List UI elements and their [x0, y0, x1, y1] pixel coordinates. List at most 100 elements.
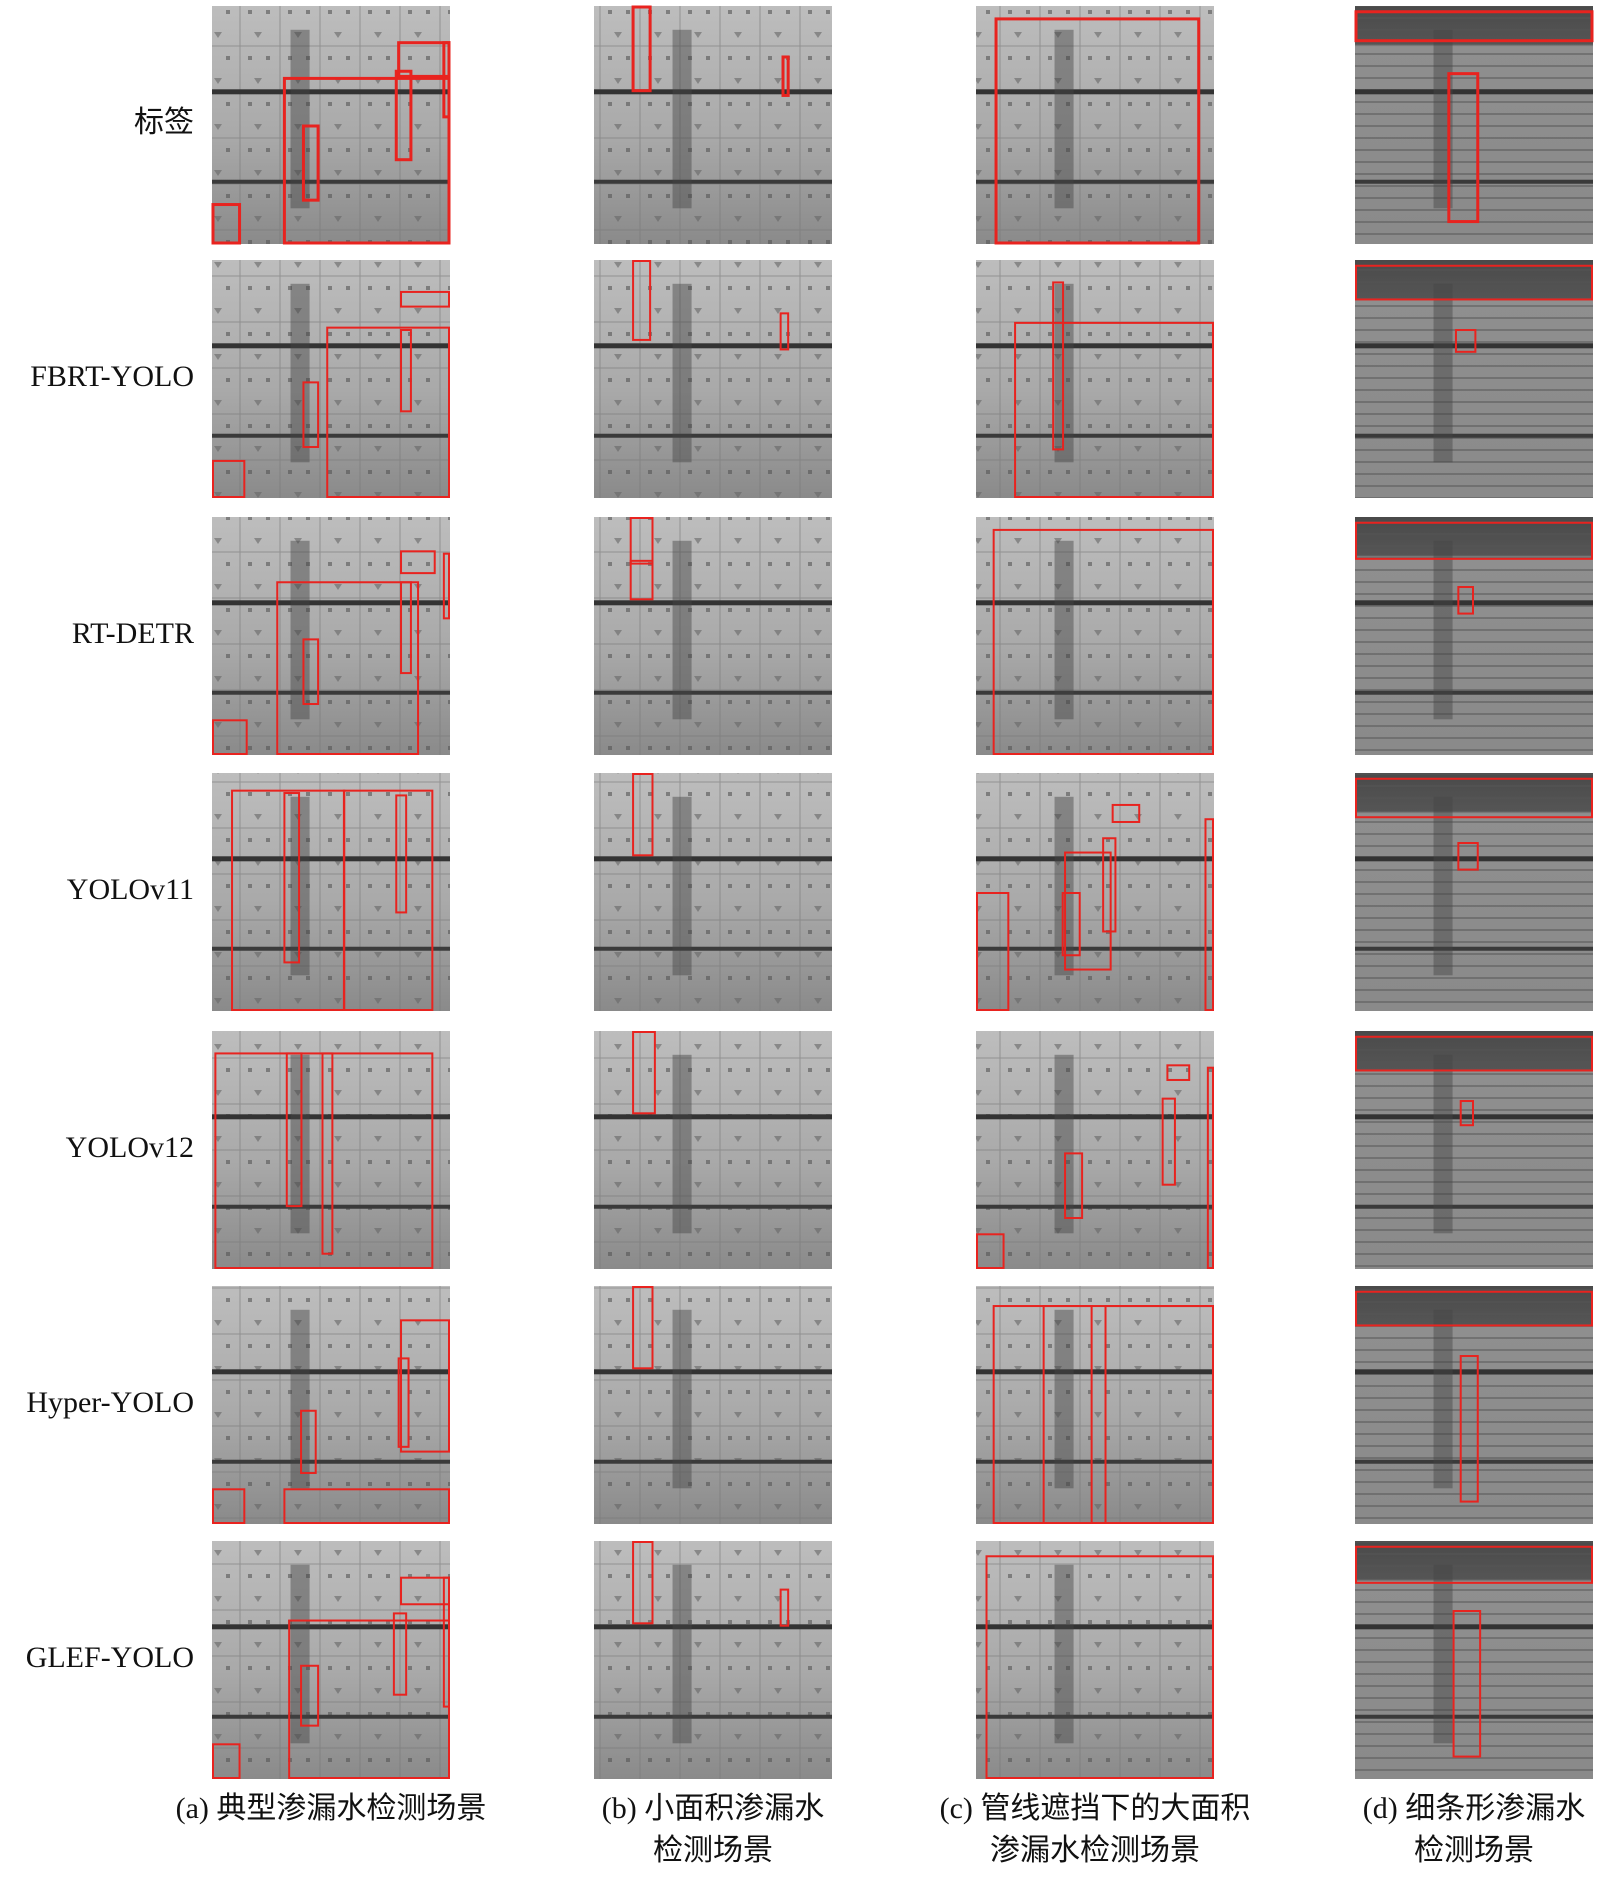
- bounding-box: [1052, 281, 1065, 451]
- bounding-box: [1354, 10, 1594, 43]
- pipe: [1355, 1624, 1593, 1630]
- image-texture: [594, 260, 832, 498]
- bounding-box: [395, 794, 408, 914]
- detection-image: [594, 260, 832, 498]
- bounding-box: [1064, 851, 1112, 971]
- bounding-box: [994, 17, 1201, 245]
- detection-image: [976, 1541, 1215, 1780]
- pipe: [594, 1369, 832, 1375]
- column-caption: (d) 细条形渗漏水: [1363, 1792, 1585, 1825]
- image-texture: [212, 1031, 450, 1269]
- detection-image: [1355, 260, 1593, 498]
- pipe: [212, 1714, 450, 1719]
- bounding-box: [629, 559, 654, 601]
- pipe: [1355, 946, 1593, 951]
- pipe: [976, 856, 1214, 862]
- detection-image: [212, 1286, 450, 1525]
- column-caption: 检测场景: [1414, 1834, 1534, 1867]
- pipe: [594, 1624, 832, 1630]
- bounding-box: [1355, 264, 1593, 301]
- bounding-box: [282, 76, 451, 245]
- row-label: YOLOv12: [66, 1131, 194, 1164]
- bounding-box: [321, 1052, 334, 1255]
- bounding-box: [212, 1488, 246, 1525]
- pipe: [976, 600, 1214, 606]
- leak-stain: [290, 796, 310, 976]
- detection-image: [1354, 6, 1594, 244]
- image-texture: [976, 6, 1214, 244]
- image-texture: [212, 773, 450, 1011]
- pipe: [976, 89, 1214, 95]
- image-texture: [1355, 6, 1593, 244]
- bounding-box: [400, 329, 412, 413]
- pipe: [212, 1369, 450, 1375]
- detection-image: [1355, 517, 1593, 755]
- detection-image: [212, 260, 450, 499]
- bounding-box: [1161, 1097, 1176, 1186]
- image-texture: [976, 260, 1214, 498]
- leak-stain: [1054, 29, 1074, 209]
- bounding-box: [1111, 803, 1141, 823]
- bounding-box: [326, 326, 450, 499]
- leak-stain: [1433, 1054, 1453, 1234]
- detection-image: [594, 5, 832, 244]
- pipe: [1355, 856, 1593, 862]
- pipe: [594, 1459, 832, 1464]
- pipe: [1355, 1204, 1593, 1209]
- pipe: [976, 690, 1214, 695]
- detection-image: [976, 1031, 1214, 1270]
- leak-stain: [290, 1309, 310, 1489]
- bounding-box: [400, 581, 412, 675]
- detection-image: [594, 773, 832, 1011]
- column-caption: (c) 管线遮挡下的大面积: [940, 1792, 1251, 1825]
- bounding-box: [1447, 72, 1480, 224]
- detection-image: [976, 6, 1214, 245]
- pipe: [976, 1714, 1214, 1719]
- bounding-box: [1166, 1064, 1191, 1081]
- bounding-box: [211, 203, 242, 245]
- bounding-box: [442, 1576, 450, 1708]
- row-label: GLEF-YOLO: [26, 1641, 194, 1674]
- detection-image: [976, 1286, 1215, 1525]
- detection-image: [211, 6, 451, 245]
- leak-stain: [1433, 1309, 1453, 1489]
- detection-image: [212, 517, 450, 756]
- image-texture: [1355, 1541, 1593, 1779]
- leak-stain: [672, 1054, 692, 1234]
- leak-stain: [290, 1054, 310, 1234]
- bounding-box: [1204, 818, 1214, 1011]
- bounding-box: [1454, 329, 1477, 353]
- bounding-box: [1061, 892, 1081, 957]
- detection-image: [212, 773, 450, 1011]
- bounding-box: [632, 1541, 654, 1625]
- image-texture: [1355, 773, 1593, 1011]
- pipe: [594, 89, 832, 95]
- leak-stain: [672, 1564, 692, 1744]
- bounding-box: [1355, 777, 1593, 819]
- leak-stain: [1054, 1564, 1074, 1744]
- bounding-box: [781, 55, 790, 97]
- bounding-box: [632, 260, 652, 341]
- bounding-box: [992, 528, 1214, 756]
- pipe: [1355, 1459, 1593, 1464]
- pipe: [976, 433, 1214, 438]
- bounding-box: [283, 1488, 450, 1525]
- bounding-box: [400, 1319, 450, 1453]
- leak-stain: [672, 540, 692, 720]
- bounding-box: [631, 5, 652, 93]
- pipe: [212, 89, 450, 95]
- bounding-box: [1355, 521, 1593, 560]
- pipe: [594, 1204, 832, 1209]
- image-texture: [976, 773, 1214, 1011]
- pipe: [594, 946, 832, 951]
- pipe: [212, 1624, 450, 1630]
- pipe: [594, 343, 832, 349]
- pipe: [212, 1204, 450, 1209]
- row-label: FBRT-YOLO: [30, 360, 194, 393]
- pipe: [594, 690, 832, 695]
- detection-image: [212, 1541, 450, 1780]
- bounding-box: [976, 892, 1010, 1011]
- leak-stain: [1433, 283, 1453, 463]
- leak-stain: [290, 29, 310, 209]
- leak-stain: [672, 283, 692, 463]
